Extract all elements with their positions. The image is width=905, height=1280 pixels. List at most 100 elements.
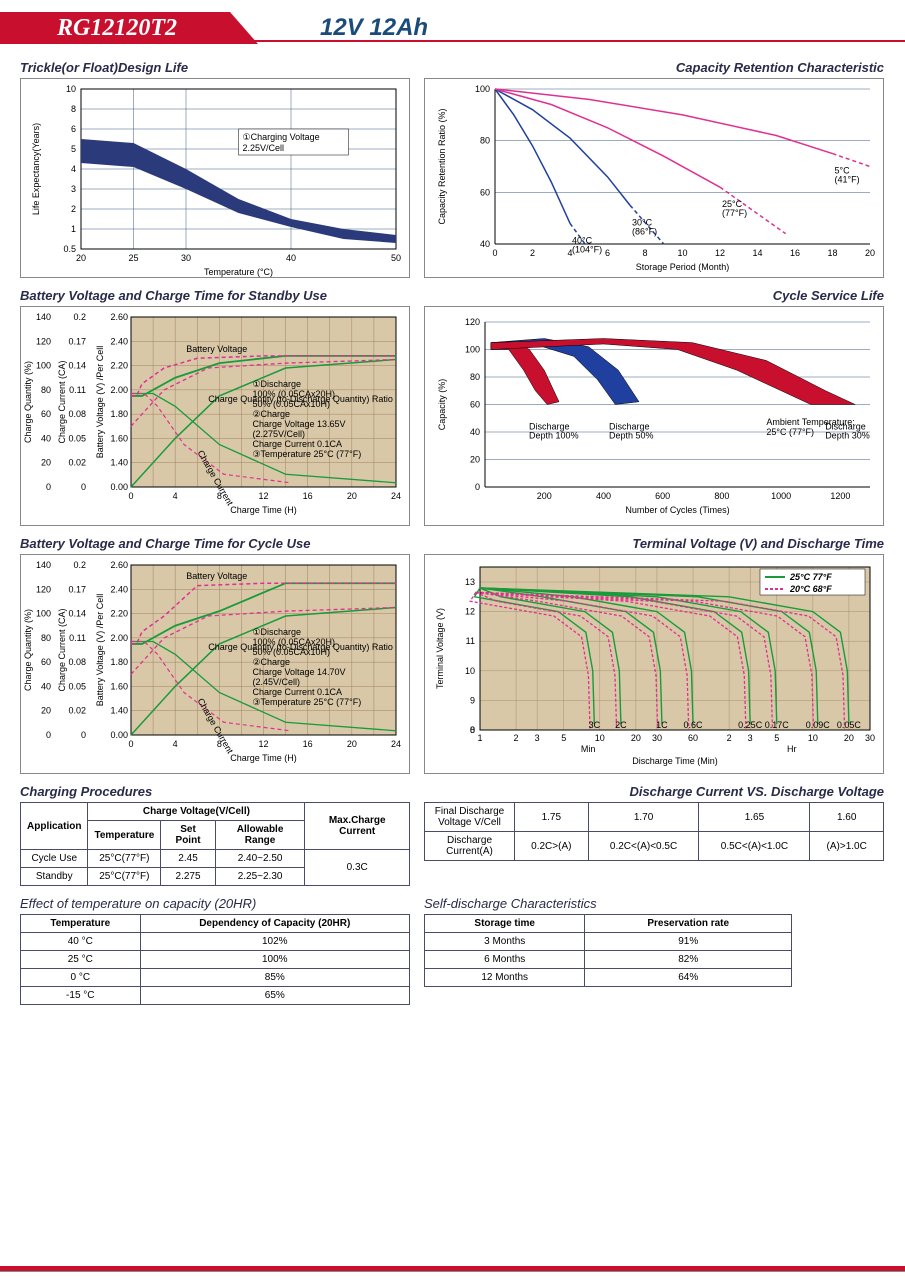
svg-text:Battery Voltage: Battery Voltage	[186, 571, 247, 581]
svg-text:(41°F): (41°F)	[835, 175, 860, 185]
svg-text:20: 20	[631, 733, 641, 743]
svg-text:Battery Voltage (V) /Per Cell: Battery Voltage (V) /Per Cell	[95, 594, 105, 707]
svg-text:24: 24	[391, 739, 401, 749]
svg-text:100: 100	[36, 361, 51, 371]
svg-text:Ambient Temperature:: Ambient Temperature:	[766, 417, 854, 427]
svg-text:(2.275V/Cell): (2.275V/Cell)	[252, 429, 305, 439]
svg-text:60: 60	[480, 187, 490, 197]
svg-text:0.00: 0.00	[110, 730, 128, 740]
tbl-temp-title: Effect of temperature on capacity (20HR)	[20, 896, 410, 911]
svg-text:16: 16	[303, 739, 313, 749]
svg-text:0.11: 0.11	[69, 633, 86, 643]
svg-text:2C: 2C	[615, 720, 627, 730]
svg-text:40: 40	[286, 253, 296, 263]
svg-text:12: 12	[258, 491, 268, 501]
svg-text:2.60: 2.60	[110, 312, 128, 322]
svg-text:9: 9	[470, 695, 475, 705]
svg-text:60: 60	[470, 400, 480, 410]
svg-text:0.08: 0.08	[68, 409, 86, 419]
svg-text:0.11: 0.11	[69, 385, 86, 395]
svg-text:4: 4	[71, 164, 76, 174]
svg-text:Charge Current 0.1CA: Charge Current 0.1CA	[252, 439, 342, 449]
svg-text:①Discharge: ①Discharge	[252, 627, 301, 637]
svg-text:200: 200	[537, 491, 552, 501]
svg-text:30: 30	[865, 733, 875, 743]
svg-text:2.40: 2.40	[110, 584, 128, 594]
svg-text:3C: 3C	[589, 720, 601, 730]
svg-text:2.20: 2.20	[110, 361, 128, 371]
svg-text:0.02: 0.02	[68, 458, 86, 468]
svg-text:140: 140	[36, 560, 51, 570]
svg-text:40: 40	[41, 681, 51, 691]
svg-text:2.25V/Cell: 2.25V/Cell	[243, 143, 285, 153]
svg-text:(104°F): (104°F)	[572, 244, 602, 254]
svg-text:50% (0.05CAx10H): 50% (0.05CAx10H)	[252, 647, 330, 657]
svg-text:(86°F): (86°F)	[632, 226, 657, 236]
svg-text:30: 30	[181, 253, 191, 263]
svg-text:Depth 30%: Depth 30%	[825, 430, 870, 440]
svg-text:Battery Voltage (V) /Per Cell: Battery Voltage (V) /Per Cell	[95, 346, 105, 459]
svg-text:③Temperature 25°C (77°F): ③Temperature 25°C (77°F)	[252, 697, 361, 707]
self-discharge-table: Storage timePreservation rate 3 Months91…	[424, 914, 792, 987]
temperature-capacity-table: TemperatureDependency of Capacity (20HR)…	[20, 914, 410, 1005]
svg-text:Charge Voltage 14.70V: Charge Voltage 14.70V	[252, 667, 345, 677]
svg-text:③Temperature 25°C (77°F): ③Temperature 25°C (77°F)	[252, 449, 361, 459]
svg-text:14: 14	[752, 248, 762, 258]
svg-text:20: 20	[76, 253, 86, 263]
svg-text:100: 100	[475, 84, 490, 94]
svg-text:Charge Current (CA): Charge Current (CA)	[57, 360, 67, 443]
svg-text:12: 12	[258, 739, 268, 749]
svg-text:0.05: 0.05	[68, 433, 86, 443]
svg-text:Charge Quantity (%): Charge Quantity (%)	[23, 609, 33, 691]
svg-text:3: 3	[535, 733, 540, 743]
svg-text:0: 0	[46, 482, 51, 492]
chart6: 891011121303C2C1C0.6C0.25C0.17C0.09C0.05…	[424, 554, 884, 774]
page-header: RG12120T2 12V 12Ah	[20, 12, 885, 48]
svg-text:2.00: 2.00	[110, 385, 128, 395]
svg-text:0.02: 0.02	[68, 706, 86, 716]
svg-text:25°C (77°F): 25°C (77°F)	[766, 427, 814, 437]
discharge-voltage-table: Final Discharge Voltage V/Cell1.751.701.…	[424, 802, 884, 861]
svg-text:②Charge: ②Charge	[252, 409, 290, 419]
svg-text:2.20: 2.20	[110, 609, 128, 619]
svg-text:100% (0.05CAx20H): 100% (0.05CAx20H)	[252, 389, 335, 399]
chart5: 02040608010012014000.020.050.080.110.140…	[20, 554, 410, 774]
svg-text:100: 100	[36, 609, 51, 619]
svg-text:5: 5	[71, 144, 76, 154]
svg-text:1200: 1200	[830, 491, 850, 501]
svg-text:100: 100	[465, 345, 480, 355]
svg-text:0.00: 0.00	[110, 482, 128, 492]
svg-text:24: 24	[391, 491, 401, 501]
svg-text:Charge Current 0.1CA: Charge Current 0.1CA	[252, 687, 342, 697]
svg-text:10: 10	[677, 248, 687, 258]
chart1: 20253040500.5123456810Temperature (°C)Li…	[20, 78, 410, 278]
spec-title: 12V 12Ah	[320, 14, 428, 42]
svg-text:3: 3	[71, 184, 76, 194]
svg-text:3: 3	[748, 733, 753, 743]
tbl-self-title: Self-discharge Characteristics	[424, 896, 884, 911]
svg-text:5: 5	[561, 733, 566, 743]
svg-text:12: 12	[465, 607, 475, 617]
svg-text:6: 6	[71, 124, 76, 134]
svg-text:(2.45V/Cell): (2.45V/Cell)	[252, 677, 300, 687]
svg-text:Charge Voltage 13.65V: Charge Voltage 13.65V	[252, 419, 345, 429]
svg-text:Capacity Retention Ratio (%): Capacity Retention Ratio (%)	[437, 108, 447, 224]
svg-text:1.40: 1.40	[110, 706, 128, 716]
svg-text:Storage Period (Month): Storage Period (Month)	[636, 262, 730, 272]
svg-text:Capacity (%): Capacity (%)	[437, 379, 447, 431]
svg-text:16: 16	[303, 491, 313, 501]
chart3: 02040608010012014000.020.050.080.110.140…	[20, 306, 410, 526]
svg-text:20: 20	[844, 733, 854, 743]
svg-text:8: 8	[642, 248, 647, 258]
svg-text:12: 12	[715, 248, 725, 258]
svg-text:40: 40	[480, 239, 490, 249]
svg-text:20: 20	[347, 491, 357, 501]
chart1-title: Trickle(or Float)Design Life	[20, 60, 410, 75]
svg-text:25°C 77°F: 25°C 77°F	[789, 572, 832, 582]
svg-text:2.60: 2.60	[110, 560, 128, 570]
svg-text:Charge Time (H): Charge Time (H)	[230, 505, 297, 515]
svg-text:40: 40	[470, 427, 480, 437]
svg-text:①Discharge: ①Discharge	[252, 379, 301, 389]
svg-text:Discharge Time (Min): Discharge Time (Min)	[632, 756, 718, 766]
svg-text:400: 400	[596, 491, 611, 501]
